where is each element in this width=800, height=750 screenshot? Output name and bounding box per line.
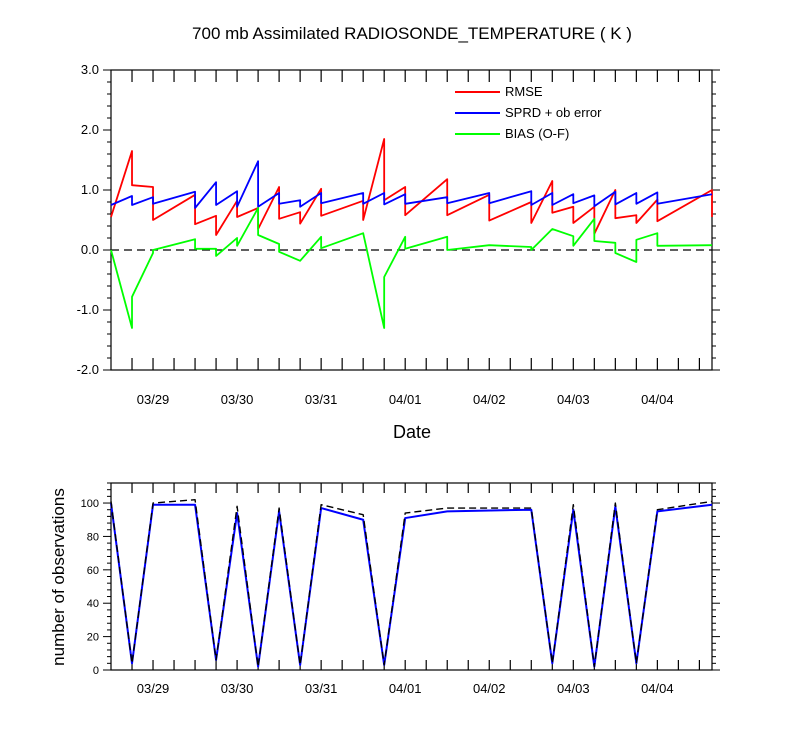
y-tick-label: 60 <box>87 565 99 577</box>
plot-frame <box>110 482 713 671</box>
y-tick-label: 40 <box>87 598 99 610</box>
x-tick-label: 03/30 <box>221 681 254 696</box>
x-tick-label: 03/31 <box>305 392 338 407</box>
x-tick-label: 04/02 <box>473 392 506 407</box>
y-tick-label: 100 <box>81 498 99 510</box>
series-line-rmse <box>110 138 713 236</box>
x-tick-label: 03/29 <box>137 392 170 407</box>
x-axis-title: Date <box>393 422 431 442</box>
legend-label: BIAS (O-F) <box>505 126 569 141</box>
x-tick-label: 04/04 <box>641 681 674 696</box>
top-chart-panel: -2.0 -1.0 0.0 1.0 2.0 3.0 03/29 03/30 03/31 04/01… <box>77 62 720 407</box>
y-tick-label: 3.0 <box>81 62 99 77</box>
x-tick-label: 04/01 <box>389 392 422 407</box>
x-tick-label: 04/04 <box>641 392 674 407</box>
y-axis-title-observations: number of observations <box>49 488 68 666</box>
plot-frame <box>110 69 713 371</box>
chart-title: 700 mb Assimilated RADIOSONDE_TEMPERATUR… <box>192 24 632 43</box>
y-tick-label: -2.0 <box>77 362 99 377</box>
y-tick-label: -1.0 <box>77 302 99 317</box>
x-tick-label: 03/31 <box>305 681 338 696</box>
x-tick-label: 04/03 <box>557 681 590 696</box>
x-tick-label: 04/02 <box>473 681 506 696</box>
x-tick-label: 04/01 <box>389 681 422 696</box>
series-line-sprd-ob-error <box>110 160 713 209</box>
y-tick-label: 1.0 <box>81 182 99 197</box>
y-tick-label: 0 <box>93 665 99 677</box>
x-tick-label: 03/30 <box>221 392 254 407</box>
bottom-chart-panel: 0 20 40 60 80 100 03/29 03/30 03/31 04/01 04/02 04/… <box>81 482 720 696</box>
y-tick-label: 80 <box>87 531 99 543</box>
x-tick-label: 04/03 <box>557 392 590 407</box>
series-line-used <box>110 502 713 668</box>
series-line-possible <box>110 499 713 668</box>
legend-label: SPRD + ob error <box>505 105 602 120</box>
x-tick-label: 03/29 <box>137 681 170 696</box>
y-tick-label: 0.0 <box>81 242 99 257</box>
legend-label: RMSE <box>505 84 543 99</box>
y-tick-label: 2.0 <box>81 122 99 137</box>
y-tick-label: 20 <box>87 632 99 644</box>
series-line-bias-o-f <box>110 207 713 329</box>
